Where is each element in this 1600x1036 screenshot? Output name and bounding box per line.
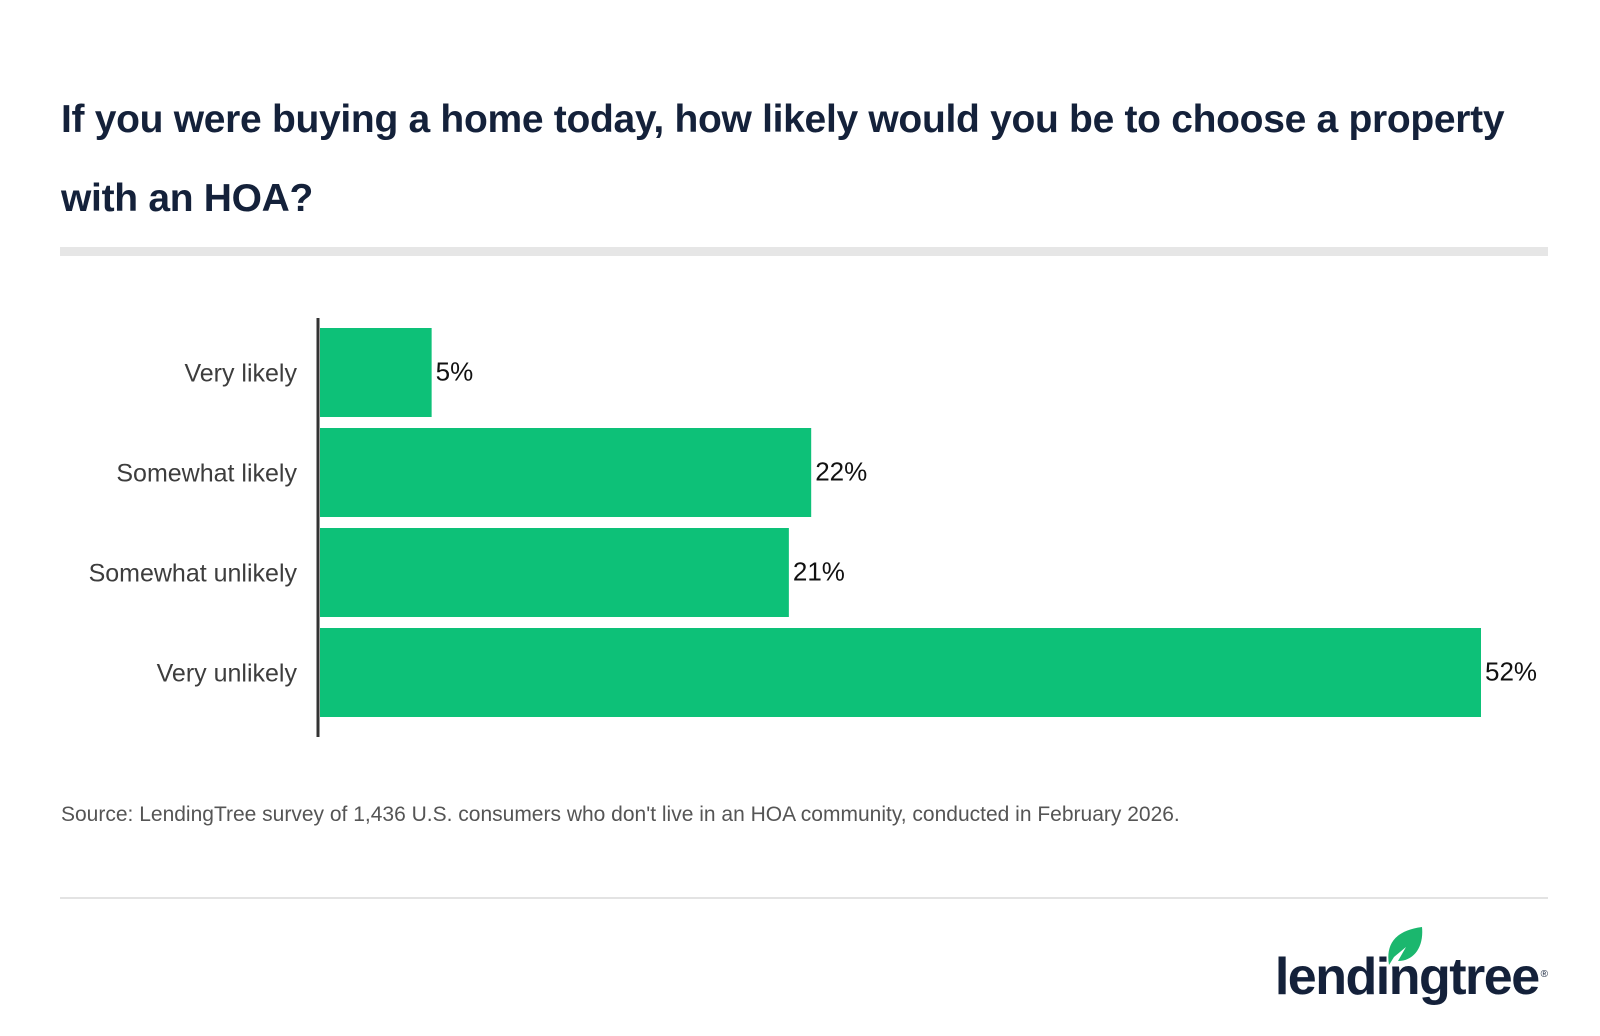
lendingtree-logo: lendingtree ®	[1275, 925, 1548, 1015]
bar-very-likely	[320, 328, 432, 417]
category-label: Somewhat unlikely	[89, 560, 298, 588]
category-label: Somewhat likely	[116, 460, 297, 488]
bar-very-unlikely	[320, 628, 1481, 717]
category-label: Very likely	[184, 360, 297, 388]
logo-wordmark-wrap: lendingtree	[1275, 925, 1540, 1007]
chart-title: If you were buying a home today, how lik…	[61, 98, 1505, 220]
source-note: Source: LendingTree survey of 1,436 U.S.…	[61, 803, 1180, 826]
value-label: 52%	[1485, 657, 1537, 687]
value-label: 5%	[436, 357, 474, 387]
bar-somewhat-likely	[320, 428, 812, 517]
leaf-icon	[1387, 927, 1422, 965]
title-divider	[60, 247, 1548, 256]
value-label: 22%	[815, 457, 867, 487]
footer-divider	[60, 897, 1548, 899]
value-label: 21%	[793, 557, 845, 587]
bar-somewhat-unlikely	[320, 528, 789, 617]
registered-mark: ®	[1540, 969, 1548, 980]
category-label: Very unlikely	[157, 660, 298, 688]
